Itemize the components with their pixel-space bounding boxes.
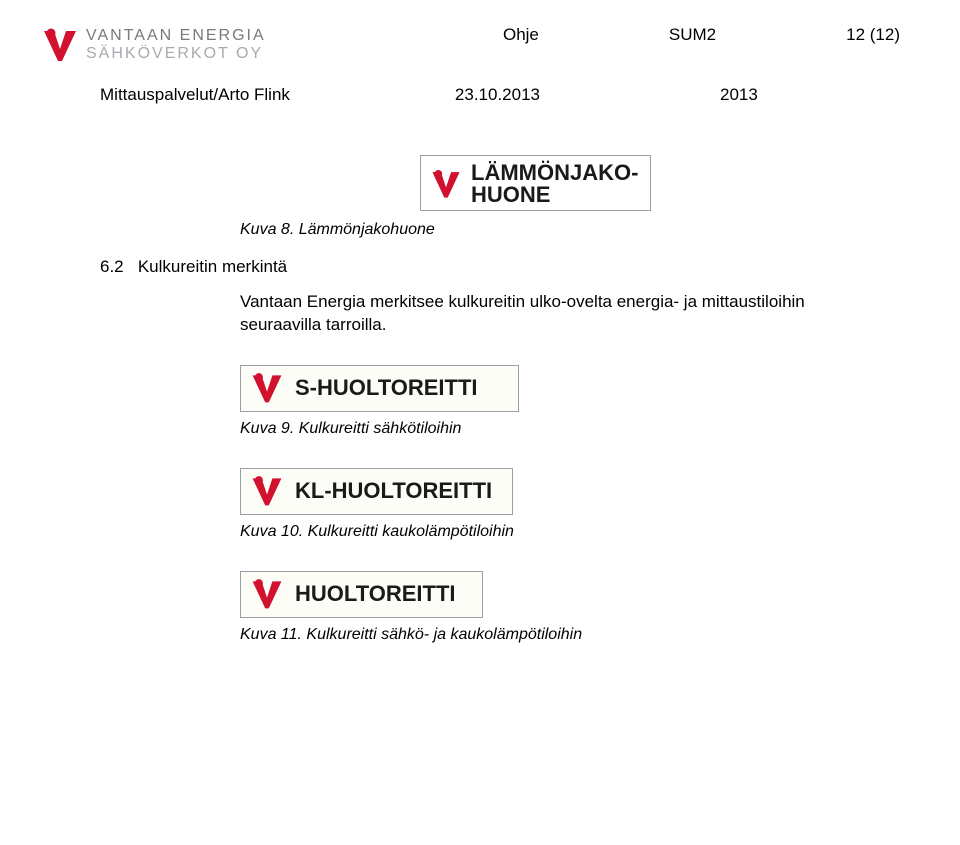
v-logo-icon	[249, 576, 285, 612]
logo-line2: SÄHKÖVERKOT OY	[86, 46, 266, 62]
sign3-text: HUOLTOREITTI	[295, 581, 456, 607]
lammonjako-box: LÄMMÖNJAKO- HUONE	[420, 155, 651, 211]
lammonjako-line2: HUONE	[471, 184, 638, 206]
sign-s-huoltoreitti: S-HUOLTOREITTI	[240, 365, 900, 412]
doc-id: SUM2	[669, 25, 716, 45]
section-heading: 6.2 Kulkureitin merkintä	[100, 257, 900, 277]
caption-8: Kuva 8. Lämmönjakohuone	[240, 221, 900, 239]
lammonjako-text: LÄMMÖNJAKO- HUONE	[471, 162, 638, 206]
doc-date: 23.10.2013	[455, 85, 540, 105]
caption-11: Kuva 11. Kulkureitti sähkö- ja kaukolämp…	[240, 626, 900, 644]
caption-9: Kuva 9. Kulkureitti sähkötiloihin	[240, 420, 900, 438]
sign1-box: S-HUOLTOREITTI	[240, 365, 519, 412]
doc-year: 2013	[720, 85, 758, 105]
body-paragraph: Vantaan Energia merkitsee kulkureitin ul…	[240, 291, 860, 337]
section-title: Kulkureitin merkintä	[138, 257, 287, 276]
lammonjako-line1: LÄMMÖNJAKO-	[471, 162, 638, 184]
header-meta: Ohje SUM2 12 (12)	[503, 25, 900, 45]
sign-kl-huoltoreitti: KL-HUOLTOREITTI	[240, 468, 900, 515]
sign2-box: KL-HUOLTOREITTI	[240, 468, 513, 515]
logo-line1: VANTAAN ENERGIA	[86, 28, 266, 44]
author-row: Mittauspalvelut/Arto Flink 23.10.2013 20…	[100, 85, 900, 105]
v-logo-icon	[249, 370, 285, 406]
v-logo-icon	[249, 473, 285, 509]
page-num: 12 (12)	[846, 25, 900, 45]
sign1-text: S-HUOLTOREITTI	[295, 375, 478, 401]
sign3-box: HUOLTOREITTI	[240, 571, 483, 618]
doc-type: Ohje	[503, 25, 539, 45]
company-logo: VANTAAN ENERGIA SÄHKÖVERKOT OY	[40, 25, 266, 65]
section-num: 6.2	[100, 257, 124, 276]
caption-10: Kuva 10. Kulkureitti kaukolämpötiloihin	[240, 523, 900, 541]
lammonjako-label: LÄMMÖNJAKO- HUONE	[420, 155, 900, 211]
doc-header: VANTAAN ENERGIA SÄHKÖVERKOT OY Ohje SUM2…	[40, 25, 900, 65]
v-logo-icon	[40, 25, 80, 65]
company-logo-text: VANTAAN ENERGIA SÄHKÖVERKOT OY	[86, 28, 266, 62]
v-logo-icon	[429, 167, 463, 201]
sign-huoltoreitti: HUOLTOREITTI	[240, 571, 900, 618]
author-name: Mittauspalvelut/Arto Flink	[100, 85, 290, 105]
sign2-text: KL-HUOLTOREITTI	[295, 478, 492, 504]
